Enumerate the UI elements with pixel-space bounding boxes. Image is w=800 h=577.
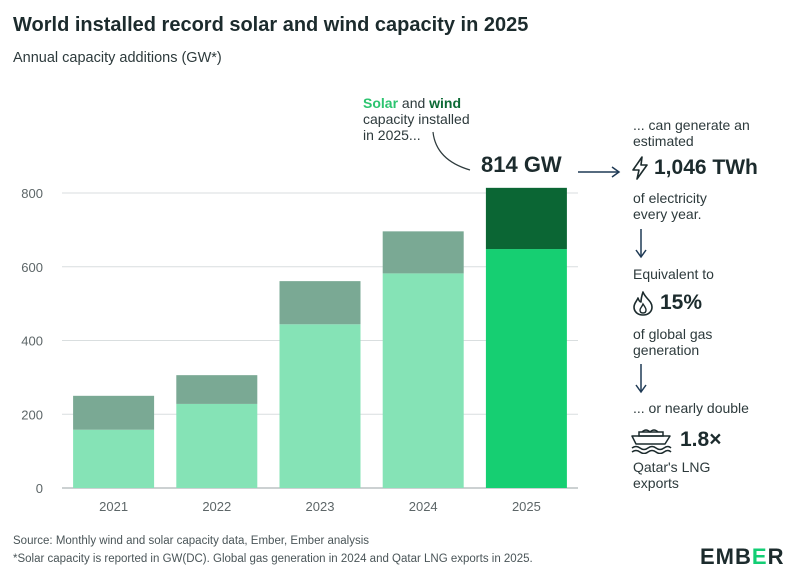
- side-electricity: of electricity every year.: [633, 190, 707, 222]
- side-double: ... or nearly double: [633, 400, 749, 416]
- x-tick-label: 2021: [99, 499, 128, 514]
- lightning-icon: [632, 156, 648, 180]
- side-gas-line-1: of global gas: [633, 326, 713, 342]
- annotation-solar: Solar: [363, 95, 399, 111]
- bar-solar-2023: [279, 324, 361, 488]
- down-arrow-2-head: [635, 384, 647, 394]
- x-tick-label: 2025: [512, 499, 541, 514]
- chart-title: World installed record solar and wind ca…: [13, 14, 529, 36]
- lng-value: 1.8×: [680, 428, 722, 451]
- bar-wind-2022: [176, 375, 258, 404]
- side-equivalent: Equivalent to: [633, 266, 714, 282]
- y-tick-label: 0: [36, 481, 43, 496]
- logo-part-3: R: [767, 544, 785, 569]
- footnote: *Solar capacity is reported in GW(DC). G…: [13, 553, 533, 565]
- side-gas-line-2: generation: [633, 342, 700, 358]
- gas-value: 15%: [660, 291, 703, 314]
- annotation-line-2: capacity installed: [363, 111, 470, 127]
- side-gas: of global gas generation: [633, 326, 712, 358]
- y-tick-label: 800: [21, 186, 43, 201]
- twh-value: 1,046 TWh: [654, 156, 758, 179]
- side-intro: ... can generate an estimated: [633, 117, 750, 149]
- bar-solar-2021: [73, 429, 155, 488]
- lng-ship-icon: [631, 429, 672, 454]
- flame-icon: [633, 291, 653, 316]
- chart-subtitle: Annual capacity additions (GW*): [13, 50, 222, 66]
- logo-part-1: EMB: [700, 544, 752, 569]
- y-tick-label: 400: [21, 334, 43, 349]
- bar-wind-2024: [382, 231, 464, 274]
- side-intro-line-2: estimated: [633, 133, 694, 149]
- logo-part-2: E: [751, 544, 768, 569]
- annotation-line-3: in 2025...: [363, 127, 421, 143]
- chart-annotation: Solar and wind capacity installed in 202…: [363, 95, 470, 143]
- source-note: Source: Monthly wind and solar capacity …: [13, 535, 370, 547]
- bar-solar-2025: [485, 249, 567, 488]
- total-label: 814 GW: [481, 152, 562, 177]
- bar-wind-2021: [73, 395, 155, 430]
- side-electricity-line-1: of electricity: [633, 190, 707, 206]
- bar-wind-2025: [485, 187, 567, 250]
- down-arrow-1-head: [635, 249, 647, 259]
- y-tick-label: 600: [21, 260, 43, 275]
- side-electricity-line-2: every year.: [633, 206, 702, 222]
- side-lng: Qatar's LNG exports: [633, 459, 710, 491]
- x-tick-label: 2022: [202, 499, 231, 514]
- annotation-and: and: [398, 95, 430, 111]
- ember-logo: EMBER: [700, 544, 784, 570]
- side-lng-line-1: Qatar's LNG: [633, 459, 711, 475]
- bar-solar-2022: [176, 403, 258, 488]
- bar-wind-2023: [279, 281, 361, 325]
- side-lng-line-2: exports: [633, 475, 679, 491]
- y-tick-label: 200: [21, 407, 43, 422]
- x-tick-label: 2024: [409, 499, 438, 514]
- bar-solar-2024: [382, 273, 464, 488]
- side-intro-line-1: ... can generate an: [633, 117, 750, 133]
- x-tick-label: 2023: [306, 499, 335, 514]
- annotation-wind: wind: [429, 95, 462, 111]
- annotation-connector: [432, 131, 471, 171]
- right-arrow-head: [611, 166, 621, 178]
